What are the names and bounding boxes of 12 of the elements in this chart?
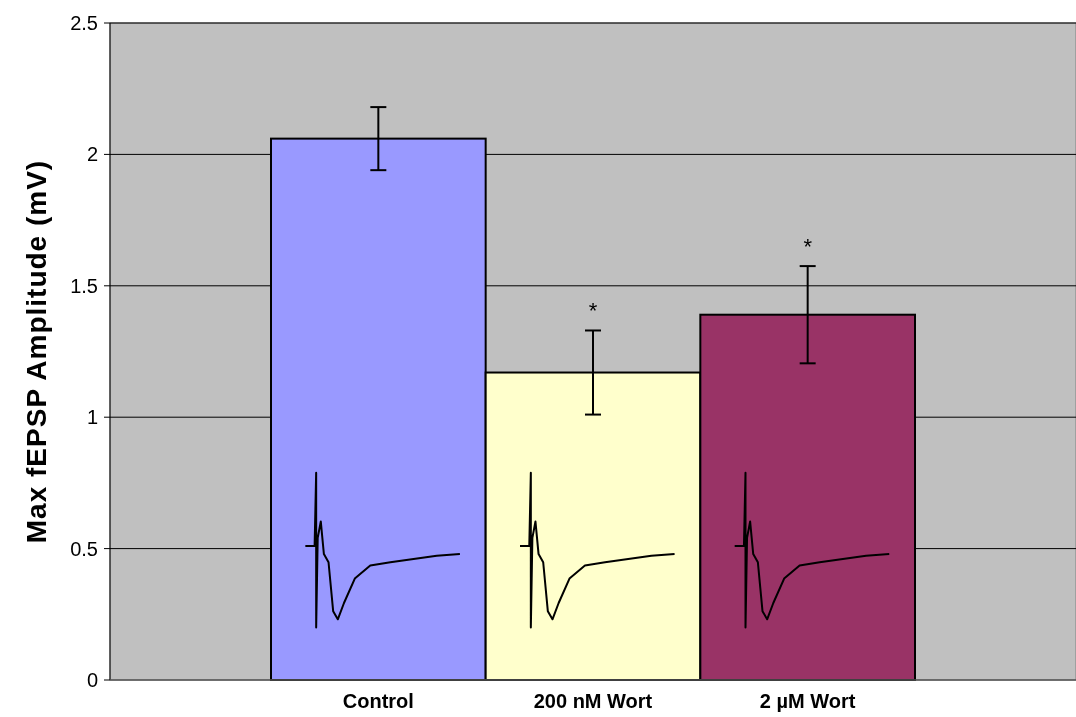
- x-tick-label: Control: [342, 690, 414, 712]
- y-tick-label: 2: [86, 143, 98, 166]
- x-tick-label: 200 nM Wort: [533, 690, 653, 712]
- y-tick-label: 0: [86, 669, 98, 691]
- x-tick-label: 2 µM Wort: [759, 690, 856, 712]
- y-axis-title: Max fEPSP Amplitude (mV): [21, 159, 52, 544]
- annotation: *: [803, 234, 813, 260]
- y-tick-label: 2.5: [70, 12, 98, 34]
- y-tick-label: 0.5: [70, 537, 98, 560]
- annotation: *: [588, 298, 598, 324]
- y-tick-label: 1: [86, 406, 98, 429]
- y-tick-label: 1.5: [70, 274, 98, 297]
